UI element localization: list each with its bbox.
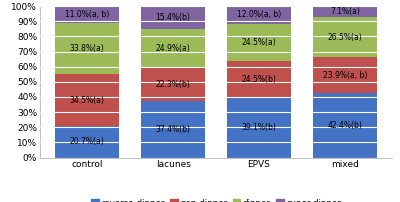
Text: 15.4%(b): 15.4%(b) [156,13,190,22]
Bar [55,23,120,74]
Text: 24.9%(a): 24.9%(a) [156,44,190,53]
Bar [227,24,291,61]
Text: 42.4%(b): 42.4%(b) [327,121,362,130]
Text: 12.0%(a, b): 12.0%(a, b) [237,11,281,20]
Text: 24.5%(a): 24.5%(a) [242,38,276,47]
Bar [312,6,377,17]
Text: 11.0%(a, b): 11.0%(a, b) [65,10,109,19]
Text: 22.3%(b): 22.3%(b) [156,80,190,88]
Bar [312,93,377,158]
Text: 34.5%(a): 34.5%(a) [70,96,105,105]
Bar [227,61,291,98]
Text: 20.7%(a): 20.7%(a) [70,137,104,146]
Text: 7.1%(a): 7.1%(a) [330,7,360,16]
Bar [141,101,205,158]
Bar [141,67,205,101]
Text: 24.5%(b): 24.5%(b) [242,75,276,84]
Bar [141,29,205,67]
Bar [227,6,291,24]
Bar [227,98,291,158]
Text: 33.8%(a): 33.8%(a) [70,44,104,53]
Text: 39.1%(b): 39.1%(b) [242,123,276,133]
Text: 26.5%(a): 26.5%(a) [328,33,362,42]
Bar [312,17,377,57]
Text: 23.9%(a, b): 23.9%(a, b) [322,71,367,80]
Legend: reverse-dipper, non-dipper, dipper, super-dipper: reverse-dipper, non-dipper, dipper, supe… [88,195,344,202]
Bar [312,57,377,93]
Bar [55,6,120,23]
Text: 37.4%(b): 37.4%(b) [156,125,190,134]
Bar [141,6,205,29]
Bar [55,74,120,126]
Bar [55,126,120,158]
